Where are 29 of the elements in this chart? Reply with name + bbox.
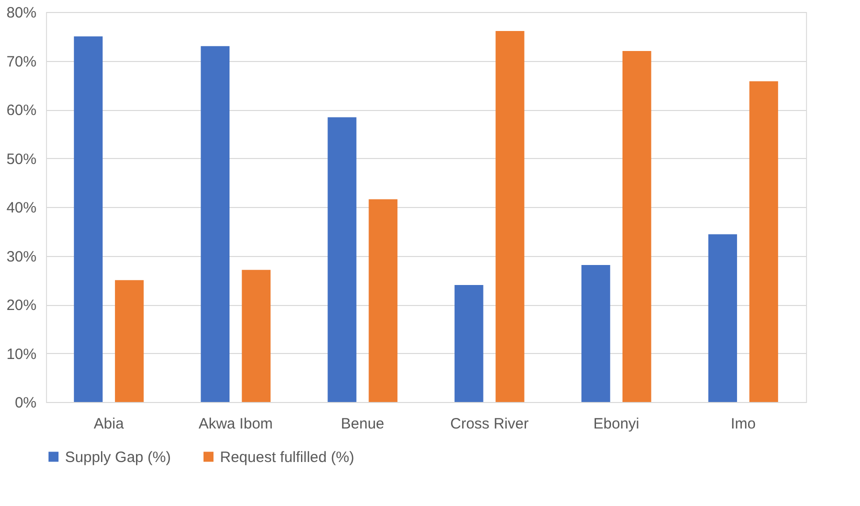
x-tick-label: Akwa Ibom — [198, 416, 273, 432]
bar — [454, 285, 484, 402]
bar — [200, 46, 230, 402]
y-tick-label: 0% — [14, 394, 36, 412]
y-tick-label: 50% — [6, 150, 36, 168]
y-tick-label: 60% — [6, 102, 36, 119]
y-tick-label: 40% — [6, 200, 36, 216]
bar — [328, 117, 356, 402]
x-tick-label: Ebonyi — [593, 416, 640, 432]
bar — [74, 36, 103, 402]
bar — [242, 270, 271, 402]
y-tick-label: 10% — [6, 346, 36, 363]
legend-label: Supply Gap (%) — [65, 448, 171, 466]
x-tick-label: Abia — [94, 416, 124, 432]
x-tick-label: Benue — [340, 416, 384, 432]
bar — [496, 31, 524, 402]
x-tick-label: Cross River — [450, 416, 529, 432]
y-tick-label: 70% — [6, 53, 36, 70]
bar — [581, 265, 610, 402]
legend-label: Request fulfilled (%) — [220, 448, 354, 466]
bar — [368, 199, 398, 402]
bar — [114, 280, 144, 402]
y-tick-label: 30% — [6, 248, 36, 266]
bar — [708, 234, 738, 402]
bar — [622, 51, 652, 402]
x-tick-label: Imo — [730, 416, 756, 432]
y-tick-label: 20% — [6, 297, 36, 314]
bar — [749, 81, 778, 402]
y-tick-label: 80% — [6, 4, 36, 22]
